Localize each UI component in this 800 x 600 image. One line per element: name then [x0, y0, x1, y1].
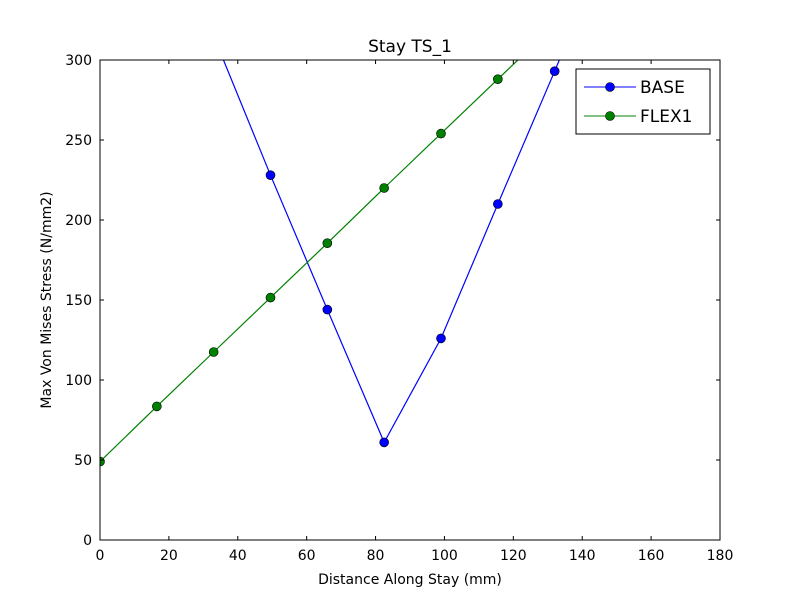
y-tick-label: 250 [65, 133, 92, 149]
plot-area [100, 60, 720, 540]
legend-marker-flex1 [605, 111, 615, 121]
x-tick-label: 40 [229, 548, 247, 564]
x-axis-title: Distance Along Stay (mm) [318, 572, 502, 588]
y-axis-title: Max Von Mises Stress (N/mm2) [39, 191, 55, 408]
x-tick-label: 0 [96, 548, 105, 564]
data-point-base [549, 66, 560, 76]
y-tick-label: 100 [65, 373, 92, 389]
data-point-flex1 [493, 74, 503, 84]
data-point-flex1 [379, 183, 389, 193]
legend-frame [575, 68, 711, 135]
y-tick-label: 0 [83, 533, 92, 549]
x-tick-label: 100 [431, 548, 458, 564]
data-point-flex1 [436, 128, 446, 139]
x-tick-label: 60 [298, 548, 316, 564]
data-point-base [265, 170, 276, 180]
x-axis: 0 20 40 60 80 100 120 140 160 180 [96, 60, 734, 564]
data-point-flex1 [208, 347, 219, 357]
x-tick-label: 120 [500, 548, 527, 564]
data-point-base [436, 333, 446, 344]
data-point-flex1 [100, 456, 105, 467]
data-point-flex1 [322, 238, 333, 248]
legend-label-flex1: FLEX1 [640, 107, 692, 127]
series-layer [100, 60, 560, 467]
legend: BASE FLEX1 [575, 68, 711, 135]
x-tick-label: 160 [638, 548, 665, 564]
data-point-base [322, 304, 333, 315]
data-point-base [493, 199, 503, 209]
data-point-flex1 [265, 292, 276, 303]
y-tick-label: 150 [65, 293, 92, 309]
x-tick-label: 140 [569, 548, 596, 564]
legend-label-base: BASE [640, 78, 685, 98]
chart-title: Stay TS_1 [368, 37, 452, 57]
y-tick-label: 200 [65, 213, 92, 229]
x-tick-label: 180 [707, 548, 734, 564]
x-tick-label: 20 [160, 548, 178, 564]
y-axis: 0 50 100 150 200 250 300 [65, 53, 720, 549]
y-tick-label: 50 [74, 453, 92, 469]
data-point-flex1 [152, 401, 162, 412]
y-tick-label: 300 [65, 53, 92, 69]
data-point-base [379, 437, 389, 448]
x-tick-label: 80 [367, 548, 385, 564]
legend-marker-base [605, 82, 615, 92]
